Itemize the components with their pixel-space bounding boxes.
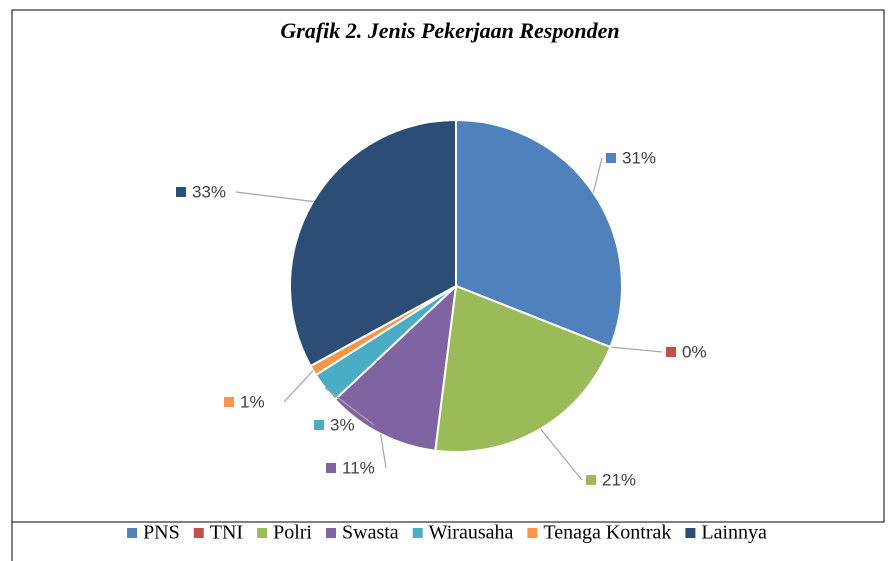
legend-label: Lainnya (701, 522, 767, 544)
leader-line (592, 157, 603, 193)
legend-swatch (127, 528, 138, 538)
legend-swatch (326, 528, 337, 538)
leader-line (283, 370, 314, 403)
legend-label: TNI (210, 522, 243, 544)
label-swatch (176, 187, 186, 197)
legend-swatch (412, 528, 423, 538)
label-swatch (326, 463, 336, 473)
leader-line (324, 387, 375, 426)
leader-line (235, 191, 314, 203)
label-swatch (606, 153, 616, 163)
leader-line (540, 428, 583, 481)
legend-label: Tenaga Kontrak (543, 522, 671, 544)
label-swatch (314, 420, 324, 430)
data-label: 33% (192, 182, 226, 201)
label-swatch (224, 397, 234, 407)
data-label: 11% (342, 458, 375, 477)
legend-swatch (527, 528, 538, 538)
legend-swatch (193, 528, 204, 538)
data-label: 3% (330, 415, 355, 434)
label-swatch (586, 475, 596, 485)
legend-label: Swasta (342, 522, 399, 544)
legend-swatch (685, 528, 696, 538)
data-label: 1% (240, 392, 265, 411)
legend-swatch (257, 528, 268, 538)
leader-line (380, 433, 387, 469)
pie-slice (333, 283, 458, 452)
pie-slice (434, 284, 612, 453)
pie-slice (455, 118, 623, 349)
legend-label: PNS (143, 522, 180, 544)
chart-border (11, 9, 885, 523)
pie-slice (289, 118, 457, 368)
leader-line (610, 346, 663, 353)
legend-label: Wirausaha (429, 522, 514, 544)
legend-label: Polri (273, 522, 312, 544)
data-label: 21% (602, 470, 636, 489)
label-swatch (666, 347, 676, 357)
data-label: 0% (682, 342, 707, 361)
chart-title: Grafik 2. Jenis Pekerjaan Responden (280, 18, 619, 43)
data-label: 31% (622, 148, 656, 167)
